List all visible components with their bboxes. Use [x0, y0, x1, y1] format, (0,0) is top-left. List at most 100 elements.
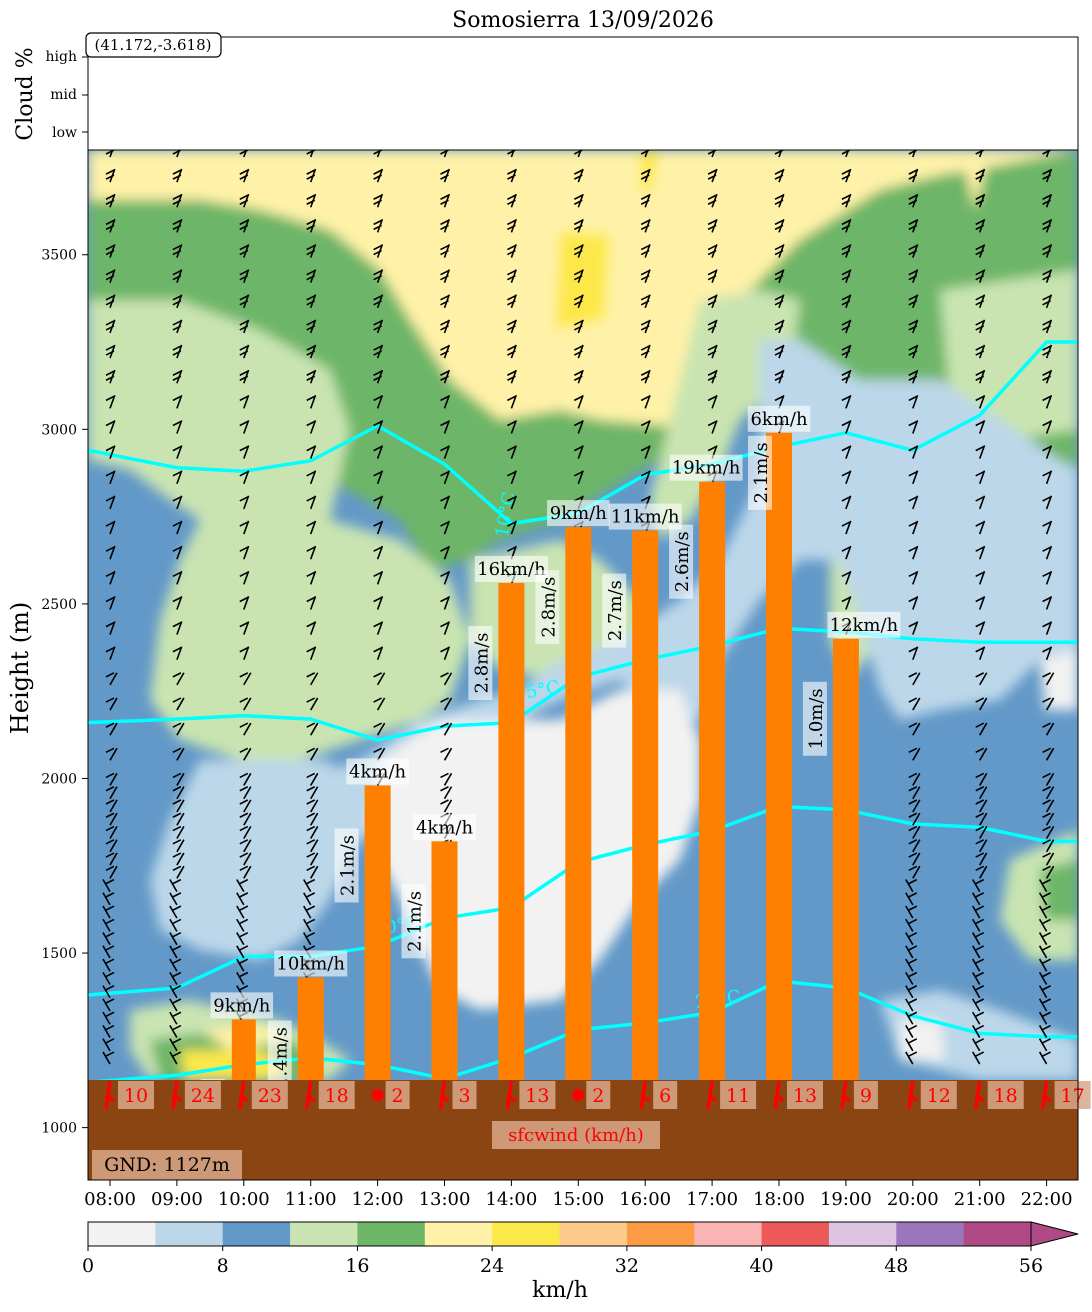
- wind-barb: [908, 786, 921, 800]
- wind-barb: [239, 369, 250, 384]
- wind-barb: [102, 945, 115, 959]
- wind-barb: [306, 495, 317, 510]
- wind-barb: [640, 394, 651, 409]
- wind-barb: [440, 786, 453, 800]
- wind-barb: [373, 420, 384, 434]
- wind-barb: [774, 344, 785, 359]
- wind-barb: [1042, 772, 1055, 786]
- wind-barb: [1042, 799, 1055, 813]
- wind-barb: [972, 971, 985, 985]
- wind-barb: [440, 722, 453, 736]
- wind-barb: [172, 294, 183, 309]
- wind-barb: [1042, 570, 1053, 585]
- wind-barb: [972, 931, 985, 946]
- wind-barb: [975, 722, 988, 736]
- coords-label: (41.172,-3.618): [95, 36, 212, 54]
- sfcwind-label: sfcwind (km/h): [508, 1125, 644, 1146]
- wind-barb: [172, 596, 183, 610]
- wind-barb: [707, 218, 718, 233]
- wind-barb: [303, 878, 316, 892]
- wind-barb: [1038, 971, 1051, 985]
- surface-wind-value-box: [184, 1081, 221, 1109]
- wind-barb: [373, 672, 386, 686]
- surface-wind-barb: [104, 1080, 116, 1110]
- wind-barb: [841, 470, 852, 485]
- thermal-bar: [231, 1019, 256, 1080]
- wind-barb: [774, 193, 785, 208]
- colorbar-tick-label: 8: [217, 1255, 229, 1277]
- wind-barb: [102, 1051, 115, 1065]
- wind-barb: [102, 1011, 115, 1025]
- wind-barb: [975, 218, 986, 233]
- wind-barb: [1042, 420, 1053, 434]
- wind-barb: [507, 294, 517, 309]
- wind-barb: [105, 369, 116, 384]
- wind-barb: [1042, 786, 1055, 800]
- wind-barb: [306, 865, 319, 879]
- wind-barb: [975, 168, 986, 183]
- wind-barb: [774, 244, 785, 258]
- x-tick-label: 15:00: [552, 1189, 604, 1210]
- wind-barb: [172, 470, 183, 485]
- wind-barb: [841, 218, 852, 233]
- wind-barb: [975, 697, 988, 711]
- colorbar-segment: [761, 1222, 830, 1246]
- thermal-speed-label: 2.8m/s: [471, 632, 492, 693]
- wind-barb: [908, 747, 921, 761]
- wind-barb: [373, 445, 384, 459]
- wind-barb: [1042, 344, 1053, 359]
- wind-barb: [841, 570, 852, 585]
- wind-barb: [908, 621, 919, 635]
- wind-barb: [975, 596, 986, 610]
- wind-barb: [440, 570, 451, 585]
- wind-barb: [908, 168, 919, 183]
- wind-barb: [239, 445, 250, 459]
- isotherm-line: [88, 626, 1078, 742]
- wind-barb: [707, 269, 718, 283]
- wind-barb: [373, 470, 384, 485]
- wind-barb: [102, 892, 115, 906]
- wind-barb: [573, 218, 584, 233]
- surface-wind-barb: [773, 1080, 785, 1110]
- wind-barb: [1042, 495, 1053, 510]
- cloud-level-low: low: [52, 125, 77, 141]
- wind-barb: [1042, 747, 1055, 761]
- wind-barb: [239, 545, 250, 560]
- wind-barb: [975, 646, 986, 661]
- wind-barb: [975, 865, 988, 879]
- wind-barb: [972, 892, 985, 906]
- wind-barb: [905, 1024, 918, 1038]
- x-axis-ticks: 08:00 09:00 10:00 11:00 12:00 13:00 14:00 15:00…: [84, 1180, 1073, 1210]
- wind-barb: [841, 445, 852, 459]
- surface-wind-barb: [706, 1080, 718, 1110]
- wind-barb: [239, 825, 252, 839]
- wind-barb: [172, 672, 185, 686]
- wind-barb: [1042, 319, 1053, 334]
- wind-barb: [774, 319, 785, 334]
- wind-barb: [239, 747, 252, 761]
- wind-barb: [172, 420, 183, 434]
- thermal-speed-label-box: [602, 573, 627, 648]
- wind-barb: [908, 799, 921, 813]
- surface-wind-value: 23: [258, 1085, 282, 1107]
- surface-wind-value: 17: [1061, 1085, 1085, 1107]
- colorbar-tick-label: 48: [884, 1255, 908, 1277]
- wind-barb: [239, 294, 250, 309]
- wind-barb: [172, 394, 183, 409]
- wind-barb: [172, 445, 183, 459]
- surface-wind-barb: [840, 1080, 851, 1110]
- wind-barb: [105, 621, 116, 635]
- wind-barb: [975, 747, 988, 761]
- wind-barb: [105, 244, 116, 258]
- thermal-speed-label: 2.1m/s: [338, 835, 359, 896]
- surface-wind-barb: [304, 1080, 316, 1110]
- thermal-speed-label: 2.7m/s: [605, 580, 626, 641]
- wind-barb: [172, 786, 185, 800]
- surface-wind-value: 10: [124, 1085, 148, 1107]
- thermal-wind-label: 12km/h: [830, 615, 899, 636]
- wind-barb: [306, 812, 319, 826]
- wind-barb: [972, 878, 985, 892]
- surface-wind-barb: [639, 1080, 651, 1110]
- surface-wind-value-box: [452, 1081, 477, 1109]
- wind-barb: [440, 445, 451, 459]
